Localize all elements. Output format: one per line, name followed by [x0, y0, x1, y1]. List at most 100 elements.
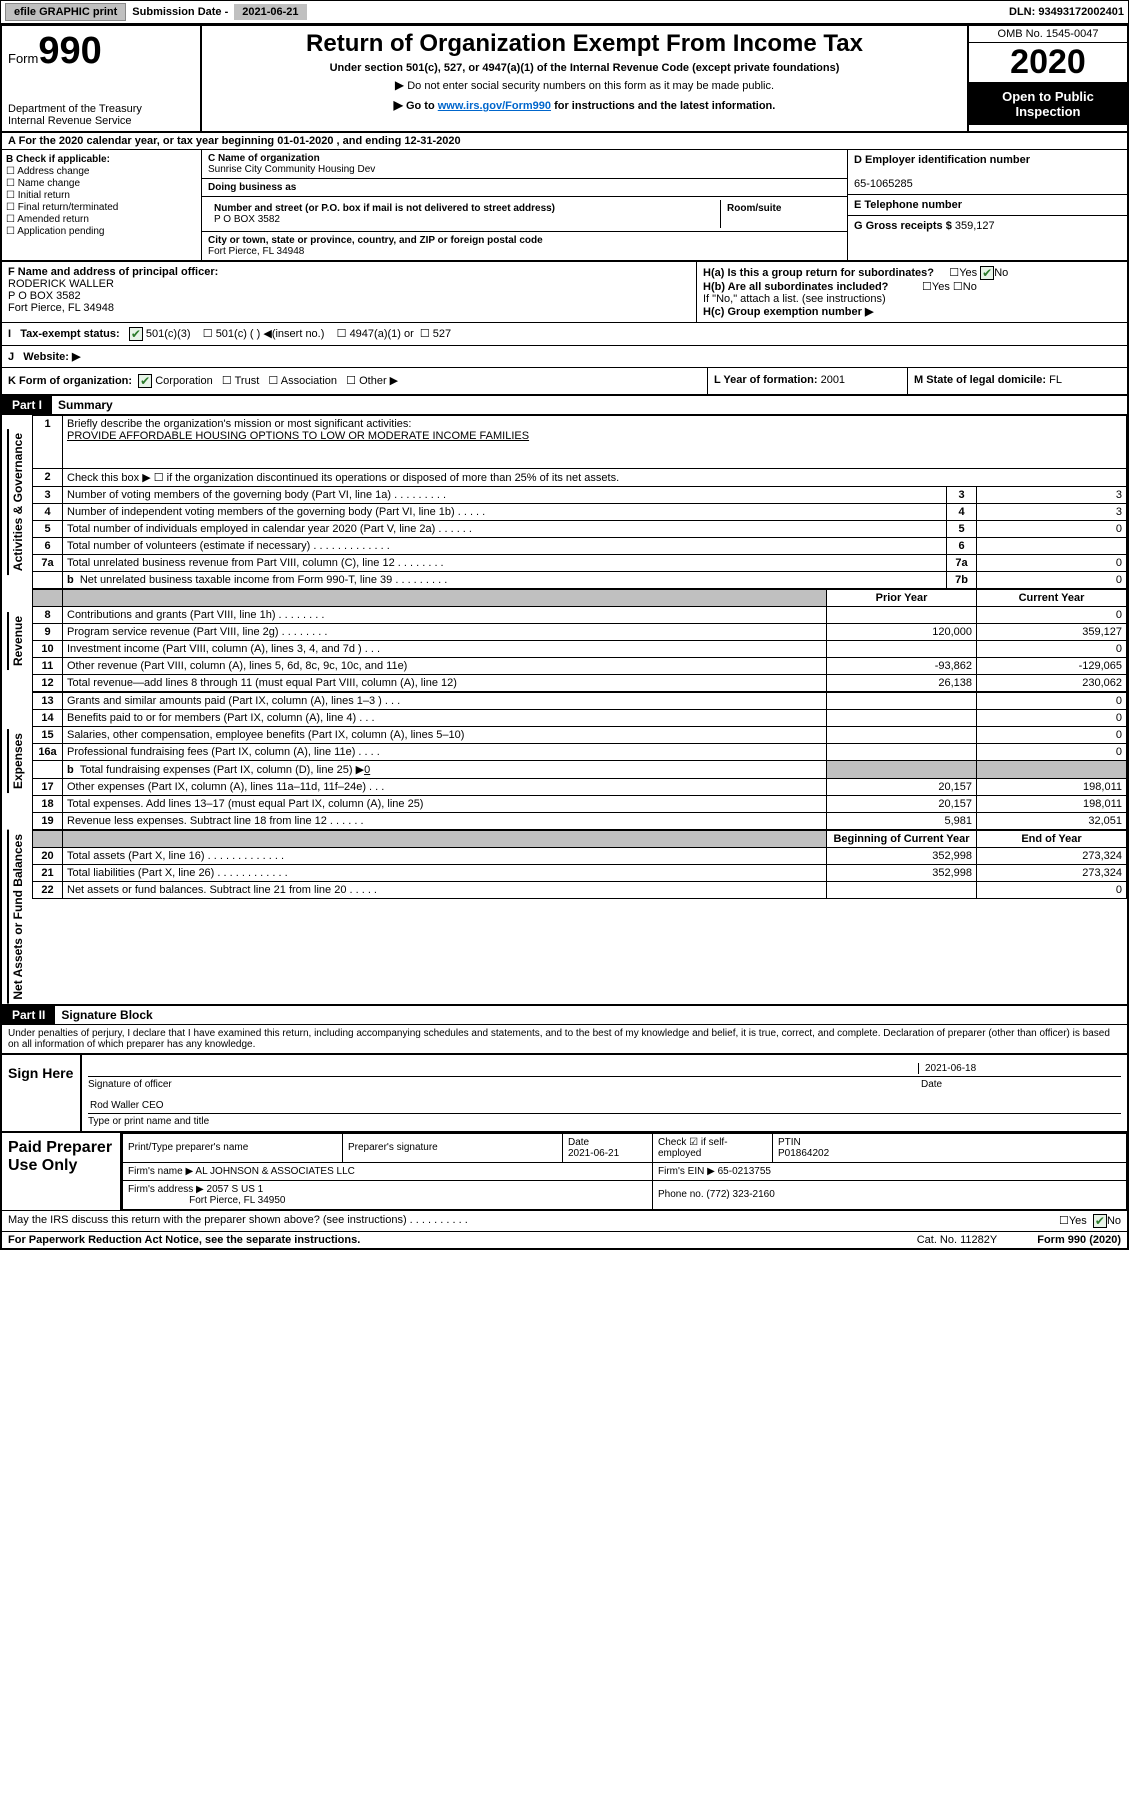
part1-revenue: Revenue Prior YearCurrent Year 8Contribu… — [2, 589, 1127, 692]
goto-post: for instructions and the latest informat… — [551, 100, 775, 112]
l-label: L Year of formation: — [714, 374, 818, 386]
dba-label: Doing business as — [208, 182, 296, 193]
tel-label: E Telephone number — [854, 199, 962, 211]
opt-assoc: Association — [281, 375, 337, 387]
submission-date-value: 2021-06-21 — [234, 4, 306, 20]
city-label: City or town, state or province, country… — [208, 235, 543, 246]
goto-pre: Go to — [406, 100, 438, 112]
line-i-tax-exempt: I Tax-exempt status: 501(c)(3) ☐ 501(c) … — [2, 323, 1127, 346]
check-501c3[interactable] — [129, 327, 143, 341]
discuss-row: May the IRS discuss this return with the… — [2, 1210, 1127, 1231]
street-value: P O BOX 3582 — [214, 214, 280, 225]
discuss-no-check[interactable] — [1093, 1214, 1107, 1228]
org-name-label: C Name of organization — [208, 153, 320, 164]
phone-value: (772) 323-2160 — [706, 1189, 774, 1200]
line-a-text: For the 2020 calendar year, or tax year … — [19, 135, 461, 147]
l12-cy: 230,062 — [977, 675, 1127, 692]
ptin-label: PTIN — [778, 1137, 801, 1148]
l18-py: 20,157 — [827, 796, 977, 813]
f-principal-officer: F Name and address of principal officer:… — [2, 262, 697, 322]
l9-cy: 359,127 — [977, 624, 1127, 641]
l18-cy: 198,011 — [977, 796, 1127, 813]
tax-year: 2020 — [969, 43, 1127, 83]
l10-desc: Investment income (Part VIII, column (A)… — [63, 641, 827, 658]
l9-desc: Program service revenue (Part VIII, line… — [63, 624, 827, 641]
l20-end: 273,324 — [977, 848, 1127, 865]
column-de: D Employer identification number65-10652… — [847, 150, 1127, 260]
check-application-pending[interactable]: ☐ Application pending — [6, 226, 197, 237]
l1-label: Briefly describe the organization's miss… — [67, 418, 411, 430]
perjury-statement: Under penalties of perjury, I declare th… — [2, 1025, 1127, 1053]
beg-year-hdr: Beginning of Current Year — [827, 831, 977, 848]
l11-cy: -129,065 — [977, 658, 1127, 675]
ha-yes: Yes — [959, 267, 977, 279]
expenses-table: 13Grants and similar amounts paid (Part … — [32, 692, 1127, 830]
check-corporation[interactable] — [138, 374, 152, 388]
dln: DLN: 93493172002401 — [1009, 6, 1124, 18]
l16b-cy-grey — [977, 761, 1127, 779]
goto-link[interactable]: www.irs.gov/Form990 — [438, 100, 551, 112]
sign-here-label: Sign Here — [2, 1055, 82, 1131]
governance-table: 1Briefly describe the organization's mis… — [32, 415, 1127, 589]
form-label: Form — [8, 51, 38, 66]
l22-end: 0 — [977, 882, 1127, 899]
side-revenue: Revenue — [7, 612, 27, 670]
f-addr2: Fort Pierce, FL 34948 — [8, 302, 114, 314]
firm-ein-value: 65-0213755 — [718, 1166, 771, 1177]
f-addr1: P O BOX 3582 — [8, 290, 81, 302]
ha-no-check[interactable] — [980, 266, 994, 280]
l19-py: 5,981 — [827, 813, 977, 830]
efile-print-button[interactable]: efile GRAPHIC print — [5, 3, 126, 21]
l22-beg — [827, 882, 977, 899]
l8-cy: 0 — [977, 607, 1127, 624]
form-header: Form990 Department of the Treasury Inter… — [2, 26, 1127, 133]
city-value: Fort Pierce, FL 34948 — [208, 246, 304, 257]
no-ssn-notice: Do not enter social security numbers on … — [407, 80, 774, 92]
top-bar: efile GRAPHIC print Submission Date - 20… — [0, 0, 1129, 24]
l8-py — [827, 607, 977, 624]
paid-preparer-fields: Print/Type preparer's name Preparer's si… — [122, 1133, 1127, 1210]
firm-addr1: 2057 S US 1 — [207, 1184, 264, 1195]
firm-name-value: AL JOHNSON & ASSOCIATES LLC — [195, 1166, 355, 1177]
form-ref: Form 990 (2020) — [1037, 1234, 1121, 1246]
j-label: Website: ▶ — [23, 351, 80, 363]
paid-preparer-label: Paid Preparer Use Only — [2, 1133, 122, 1210]
l15-cy: 0 — [977, 727, 1127, 744]
form-subtitle: Under section 501(c), 527, or 4947(a)(1)… — [208, 62, 961, 74]
k-label: K Form of organization: — [8, 375, 132, 387]
cat-no: Cat. No. 11282Y — [917, 1234, 998, 1246]
f-name: RODERICK WALLER — [8, 278, 114, 290]
check-amended-return[interactable]: ☐ Amended return — [6, 214, 197, 225]
firm-addr-label: Firm's address ▶ — [128, 1184, 204, 1195]
l7a-desc: Total unrelated business revenue from Pa… — [63, 555, 947, 572]
ha-no: No — [994, 267, 1008, 279]
gross-value: 359,127 — [955, 220, 995, 232]
self-employed-check[interactable]: Check ☑ if self-employed — [653, 1133, 773, 1162]
l15-desc: Salaries, other compensation, employee b… — [63, 727, 827, 744]
check-b-header: B Check if applicable: — [6, 154, 197, 165]
l2-discontinued: Check this box ▶ ☐ if the organization d… — [63, 469, 1127, 487]
open-to-public: Open to Public Inspection — [969, 83, 1127, 125]
opt-4947: 4947(a)(1) or — [350, 328, 414, 340]
l7b-val: 0 — [977, 572, 1127, 589]
prep-date-label: Date — [568, 1137, 589, 1148]
l3-val: 3 — [977, 487, 1127, 504]
l17-cy: 198,011 — [977, 779, 1127, 796]
m-label: M State of legal domicile: — [914, 374, 1046, 386]
check-final-return[interactable]: ☐ Final return/terminated — [6, 202, 197, 213]
l10-cy: 0 — [977, 641, 1127, 658]
l14-cy: 0 — [977, 710, 1127, 727]
line-a-tax-year: A For the 2020 calendar year, or tax yea… — [2, 133, 1127, 150]
paid-preparer-block: Paid Preparer Use Only Print/Type prepar… — [2, 1131, 1127, 1210]
l-year-formation: L Year of formation: 2001 — [707, 368, 907, 394]
l19-desc: Revenue less expenses. Subtract line 18 … — [63, 813, 827, 830]
hb-label: H(b) Are all subordinates included? — [703, 281, 888, 293]
prep-date-value: 2021-06-21 — [568, 1148, 619, 1159]
l16a-desc: Professional fundraising fees (Part IX, … — [63, 744, 827, 761]
header-center: Return of Organization Exempt From Incom… — [202, 26, 967, 131]
check-address-change[interactable]: ☐ Address change — [6, 166, 197, 177]
l19-cy: 32,051 — [977, 813, 1127, 830]
header-left: Form990 Department of the Treasury Inter… — [2, 26, 202, 131]
check-initial-return[interactable]: ☐ Initial return — [6, 190, 197, 201]
check-name-change[interactable]: ☐ Name change — [6, 178, 197, 189]
